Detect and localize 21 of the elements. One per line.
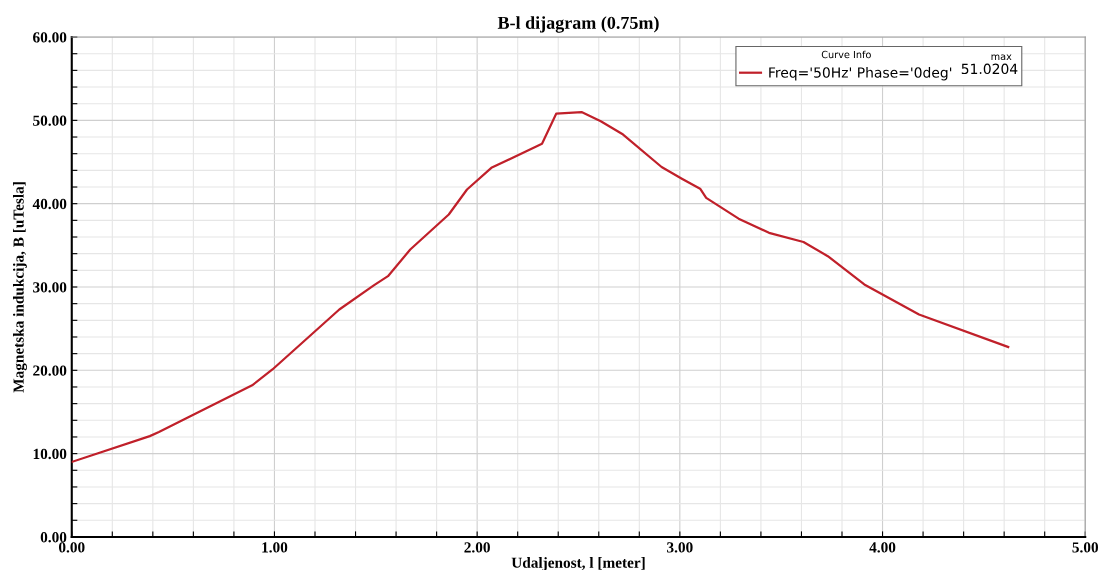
x-tick-label: 0.00	[58, 542, 85, 553]
line-series	[71, 110, 1010, 464]
y-tick-label: 60.00	[33, 32, 67, 43]
x-tick-label: 3.00	[667, 542, 693, 553]
x-tick-label: 4.00	[869, 542, 896, 553]
x-tick-label: 1.00	[262, 542, 288, 553]
y-tick-label: 20.00	[33, 365, 67, 376]
y-tick-label: 40.00	[32, 198, 67, 210]
x-tick-label: 5.00	[1072, 542, 1099, 553]
annotation: 51.0204	[961, 63, 1018, 75]
chart-title: B-l dijagram (0.75m)	[497, 16, 659, 33]
x-axis-title: Udaljenost, l [meter]	[511, 557, 645, 570]
legend-label: Freq='50Hz' Phase='0deg'	[769, 67, 952, 81]
x-tick-label: 2.00	[464, 542, 490, 553]
legend-title: Curve Info	[821, 50, 871, 59]
y-tick-label: 50.00	[33, 115, 67, 126]
annotation: max	[991, 54, 1012, 61]
y-tick-label: 10.00	[33, 448, 67, 460]
y-tick-label: 30.00	[33, 282, 67, 293]
y-axis-title: Magnetska indukcija, B [uTesla]	[12, 182, 27, 393]
y-tick-label: 0.00	[40, 532, 67, 543]
